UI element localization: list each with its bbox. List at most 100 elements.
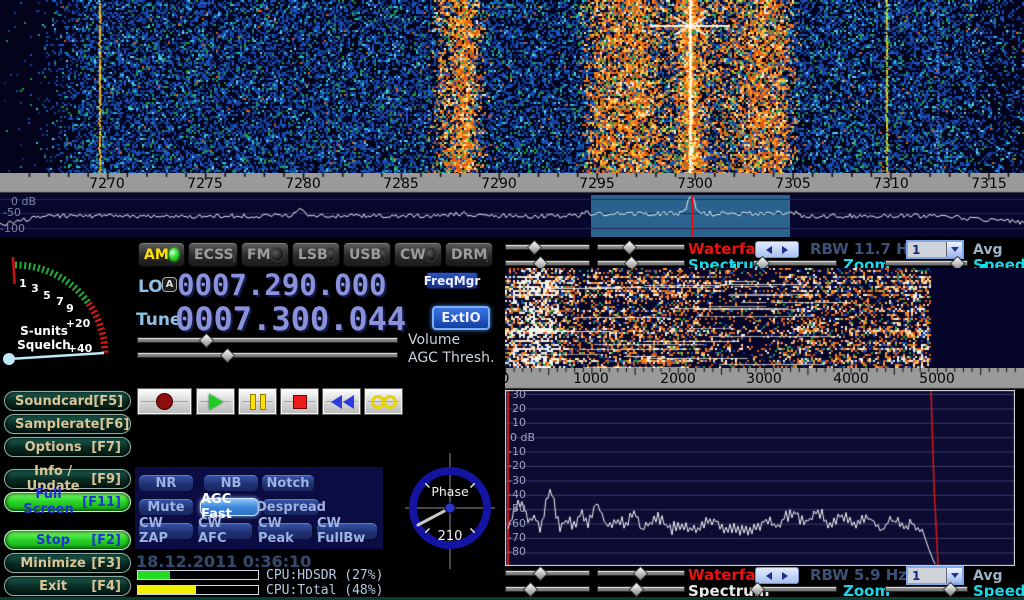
squelch-label: Squelch	[17, 338, 71, 352]
mode-drm-button[interactable]: DRM	[445, 242, 493, 267]
left-arrow-icon[interactable]	[766, 245, 772, 254]
phase-dial[interactable]: Phase 210	[402, 450, 498, 572]
freq-scale-label: 7275	[187, 176, 223, 192]
samplerate-button[interactable]: Samplerate [F6]	[4, 414, 131, 434]
spectrum-offset-slider-2[interactable]	[597, 581, 685, 598]
main-frequency-scale[interactable]: 7270 7275 7280 7285 7290 7295 7300 7305 …	[0, 173, 1024, 193]
minimize-button[interactable]: Minimize [F3]	[4, 553, 131, 573]
exit-button[interactable]: Exit [F4]	[4, 576, 131, 596]
lo-frequency-display[interactable]: 0007.290.000	[177, 268, 387, 302]
cpu-total-bar	[137, 585, 259, 595]
main-spectrum-strip[interactable]: 0 dB -50 -100	[0, 193, 1024, 237]
cw-afc-button[interactable]: CW AFC	[197, 516, 253, 546]
info-update-button[interactable]: Info / Update [F9]	[4, 464, 131, 494]
squelch-slider-track[interactable]	[8, 351, 105, 361]
loop-button[interactable]	[364, 388, 403, 415]
spectrum-label-2[interactable]: Spectrum	[688, 582, 770, 600]
cw-fullbw-button[interactable]: CW FullBw	[316, 516, 378, 546]
agc-threshold-label: AGC Thresh.	[408, 350, 495, 366]
agc-slider-thumb[interactable]	[220, 347, 236, 364]
waterfall-label[interactable]: Waterfall	[688, 240, 766, 258]
nb-button[interactable]: NB	[203, 474, 259, 492]
avg-dropdown[interactable]: 1	[906, 240, 964, 259]
play-icon	[208, 393, 223, 410]
stop-playback-button[interactable]	[280, 388, 319, 415]
rewind-button[interactable]	[322, 388, 361, 415]
spectrum-gain-slider-2[interactable]	[505, 581, 590, 598]
agc-threshold-slider[interactable]	[137, 347, 398, 364]
fullscreen-button[interactable]: Full Screen [F11]	[4, 487, 131, 517]
stop-button[interactable]: Stop [F2]	[4, 530, 131, 550]
tune-cursor-line[interactable]	[691, 195, 693, 237]
record-button[interactable]	[137, 388, 192, 415]
mode-cw-button[interactable]: CW	[394, 242, 442, 267]
lo-auto-badge[interactable]: A	[162, 277, 177, 292]
right-arrow-icon[interactable]	[782, 571, 788, 580]
avg-dropdown-2[interactable]: 1	[906, 566, 964, 585]
audio-waterfall-display[interactable]	[505, 268, 1024, 368]
audio-spectrum-display[interactable]: 30 20 10 0 dB -10 -20 -30 -40 -50 -60 -7…	[505, 390, 1015, 566]
zoom-slider[interactable]	[753, 255, 837, 272]
squelch-slider-knob[interactable]	[3, 353, 15, 365]
waterfall-label-2[interactable]: Waterfall	[688, 566, 766, 584]
dropdown-arrow-icon[interactable]	[946, 242, 962, 257]
spectrum-gain-slider[interactable]	[505, 255, 590, 272]
options-button[interactable]: Options [F7]	[4, 437, 131, 457]
mute-button[interactable]: Mute	[138, 498, 194, 516]
waterfall-contrast-slider[interactable]	[597, 239, 685, 256]
soundcard-button[interactable]: Soundcard [F5]	[4, 391, 131, 411]
db-label: -10	[508, 445, 526, 458]
s-meter-red-arc	[85, 301, 109, 356]
band-marker	[982, 264, 985, 268]
main-waterfall-display[interactable]	[0, 0, 1024, 173]
mode-fm-button[interactable]: FM	[241, 242, 289, 267]
record-icon	[156, 393, 173, 410]
notch-button[interactable]: Notch	[261, 474, 315, 492]
cw-peak-button[interactable]: CW Peak	[257, 516, 313, 546]
waterfall-brightness-slider[interactable]	[505, 239, 590, 256]
freq-scale-label: 7270	[89, 176, 125, 192]
freq-scale-label: 7315	[971, 176, 1007, 192]
db-label: 10	[512, 416, 526, 429]
play-button[interactable]	[196, 388, 235, 415]
mode-led-icon	[327, 248, 334, 261]
db-label: -20	[508, 459, 526, 472]
pause-button[interactable]	[238, 388, 277, 415]
db-label: 20	[512, 402, 526, 415]
freqmgr-button[interactable]: FreqMgr	[423, 272, 481, 289]
s-meter-tick-label: 5	[43, 289, 51, 302]
audio-frequency-scale[interactable]: 0 1000 2000 3000 4000 5000	[505, 368, 1024, 389]
s-meter-tick-label: 7	[56, 295, 64, 308]
mode-lsb-button[interactable]: LSB	[292, 242, 340, 267]
right-arrow-icon[interactable]	[782, 245, 788, 254]
nr-button[interactable]: NR	[138, 474, 194, 492]
volume-slider-thumb[interactable]	[199, 332, 215, 349]
mode-usb-button[interactable]: USB	[343, 242, 391, 267]
shift-spinner-2[interactable]	[755, 567, 799, 584]
dropdown-arrow-icon[interactable]	[946, 568, 962, 583]
agc-fast-button[interactable]: AGC Fast	[200, 492, 259, 522]
extio-button[interactable]: ExtIO	[432, 306, 490, 330]
mode-led-icon	[168, 248, 179, 261]
waterfall-brightness-slider-2[interactable]	[505, 565, 590, 582]
phase-dial-ring	[409, 467, 491, 549]
left-arrow-icon[interactable]	[766, 571, 772, 580]
tune-frequency-display[interactable]: 0007.300.044	[175, 300, 407, 338]
volume-slider[interactable]	[137, 332, 398, 349]
freq-scale-label: 7285	[383, 176, 419, 192]
zoom-label-2: Zoom	[843, 582, 891, 600]
spectrum-offset-slider[interactable]	[597, 255, 685, 272]
waterfall-contrast-slider-2[interactable]	[597, 565, 685, 582]
speed-slider[interactable]	[885, 255, 968, 272]
audio-scale-label: 3000	[746, 371, 782, 387]
cw-zap-button[interactable]: CW ZAP	[138, 516, 194, 546]
mode-ecss-button[interactable]: ECSS	[188, 242, 238, 267]
shift-spinner[interactable]	[755, 241, 799, 258]
mode-led-icon	[425, 248, 436, 261]
despread-button[interactable]: Despread	[256, 498, 326, 516]
speed-slider-2[interactable]	[885, 581, 968, 598]
db-label: 30	[512, 390, 526, 401]
mode-am-button[interactable]: AM	[138, 242, 185, 267]
zoom-slider-2[interactable]	[750, 581, 837, 598]
